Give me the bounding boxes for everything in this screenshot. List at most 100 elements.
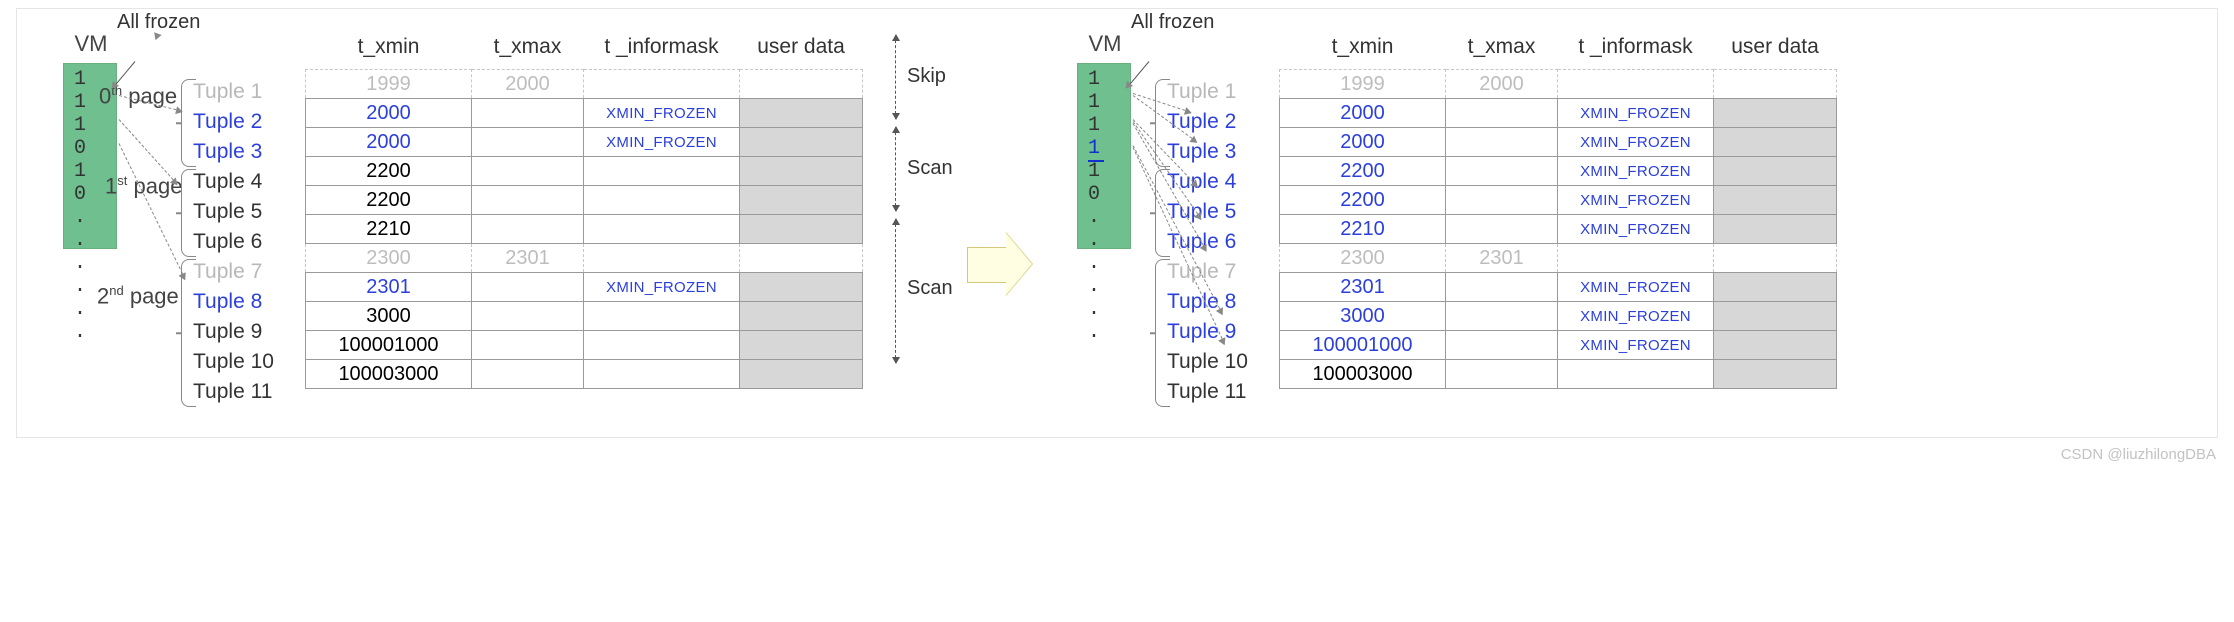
watermark-text: CSDN @liuzhilongDBA — [0, 442, 2234, 473]
cell-xmax: 2000 — [1446, 70, 1558, 99]
cell-xmin: 2000 — [1280, 128, 1446, 157]
cell-userdata — [1714, 70, 1837, 99]
table-row: 2200 — [306, 186, 863, 215]
scan-label: Scan — [907, 157, 953, 180]
table-row: 2000XMIN_FROZEN — [306, 128, 863, 157]
cell-xmin: 100001000 — [306, 331, 472, 360]
tuple-label: Tuple 3 — [135, 137, 305, 167]
cell-xmin: 3000 — [1280, 302, 1446, 331]
brace-icon — [181, 79, 196, 167]
cell-userdata — [740, 331, 863, 360]
vm-row: 1 1 — [1088, 114, 1128, 160]
table-row: 100001000 — [306, 331, 863, 360]
range-arrow — [895, 35, 896, 119]
brace-icon — [181, 169, 196, 257]
scan-label: Scan — [907, 277, 953, 300]
cell-xmax: 2301 — [472, 244, 584, 273]
cell-mask — [1558, 70, 1714, 99]
table-row: 2301XMIN_FROZEN — [1280, 273, 1837, 302]
cell-userdata — [740, 215, 863, 244]
cell-xmin: 2210 — [1280, 215, 1446, 244]
cell-userdata — [1714, 244, 1837, 273]
cell-xmin: 100003000 — [1280, 360, 1446, 389]
vm-dots: . . — [1088, 206, 1128, 252]
vm-column-left: All frozen VM 1 1 1 0 1 0 . . . . . . — [47, 31, 135, 249]
scan-column: Skip Scan Scan — [871, 31, 939, 77]
col-userdata: user data — [1714, 31, 1837, 70]
cell-mask: XMIN_FROZEN — [1558, 128, 1714, 157]
cell-xmax — [1446, 128, 1558, 157]
table-row: 3000 XMIN_FROZEN — [1280, 302, 1837, 331]
cell-userdata — [1714, 186, 1837, 215]
cell-xmin: 1999 — [306, 70, 472, 99]
cell-userdata — [740, 302, 863, 331]
cell-userdata — [1714, 99, 1837, 128]
table-row: 23002301 — [1280, 244, 1837, 273]
cell-mask — [584, 157, 740, 186]
tuple-label: Tuple 11 — [135, 377, 305, 407]
cell-userdata — [740, 244, 863, 273]
vm-row: 1 0 — [74, 114, 114, 160]
col-userdata: user data — [740, 31, 863, 70]
cell-userdata — [1714, 128, 1837, 157]
vm-label: VM — [47, 31, 135, 57]
table-row: 2210 — [306, 215, 863, 244]
cell-xmax — [472, 273, 584, 302]
cell-mask: XMIN_FROZEN — [584, 128, 740, 157]
table-row: 3000 — [306, 302, 863, 331]
cell-xmax — [472, 186, 584, 215]
cell-xmin: 2300 — [306, 244, 472, 273]
cell-mask: XMIN_FROZEN — [584, 99, 740, 128]
table-row: 2200 — [306, 157, 863, 186]
cell-xmax — [472, 157, 584, 186]
left-panel: All frozen VM 1 1 1 0 1 0 . . . . . . 0t… — [47, 31, 939, 407]
cell-xmin: 2000 — [1280, 99, 1446, 128]
cell-xmax — [1446, 99, 1558, 128]
range-arrow — [895, 219, 896, 363]
cell-mask — [584, 70, 740, 99]
range-arrow — [895, 127, 896, 211]
col-mask: t _informask — [1558, 31, 1714, 70]
cell-mask — [584, 302, 740, 331]
cell-xmin: 2200 — [1280, 157, 1446, 186]
cell-xmax — [1446, 273, 1558, 302]
cell-mask: XMIN_FROZEN — [1558, 302, 1714, 331]
col-xmin: t_xmin — [306, 31, 472, 70]
right-panel: All frozen VM 1 1 1 1 1 0 . . . . . . — [1061, 31, 1837, 407]
cell-xmin: 100001000 — [1280, 331, 1446, 360]
cell-userdata — [1714, 215, 1837, 244]
cell-mask — [1558, 244, 1714, 273]
cell-xmin: 2200 — [306, 186, 472, 215]
cell-mask: XMIN_FROZEN — [1558, 99, 1714, 128]
table-row: 100003000 — [306, 360, 863, 389]
cell-xmax — [1446, 360, 1558, 389]
col-mask: t _informask — [584, 31, 740, 70]
cell-xmin: 2301 — [306, 273, 472, 302]
cell-xmin: 2210 — [306, 215, 472, 244]
table-row: 19992000 — [306, 70, 863, 99]
transition-arrow-icon — [967, 233, 1033, 295]
cell-xmax — [472, 128, 584, 157]
cell-xmax — [1446, 215, 1558, 244]
cell-xmax — [1446, 302, 1558, 331]
cell-xmin: 2000 — [306, 99, 472, 128]
cell-xmax — [472, 331, 584, 360]
cell-mask — [584, 244, 740, 273]
table-row: 2301XMIN_FROZEN — [306, 273, 863, 302]
cell-mask: XMIN_FROZEN — [1558, 157, 1714, 186]
tuple-label: Tuple 9 — [135, 317, 305, 347]
tuple-label: Tuple 2 — [135, 107, 305, 137]
cell-userdata — [740, 360, 863, 389]
cell-xmin: 2300 — [1280, 244, 1446, 273]
vm-row: 1 1 — [1088, 68, 1128, 114]
vm-dots: . . — [1088, 252, 1128, 298]
cell-userdata — [1714, 157, 1837, 186]
cell-mask — [584, 215, 740, 244]
cell-mask: XMIN_FROZEN — [1558, 215, 1714, 244]
table-row: 19992000 — [1280, 70, 1837, 99]
tuple-table-right: t_xmin t_xmax t _informask user data 199… — [1279, 31, 1837, 389]
cell-xmax: 2000 — [472, 70, 584, 99]
pointer-line — [156, 37, 157, 38]
cell-userdata — [740, 128, 863, 157]
cell-userdata — [740, 157, 863, 186]
